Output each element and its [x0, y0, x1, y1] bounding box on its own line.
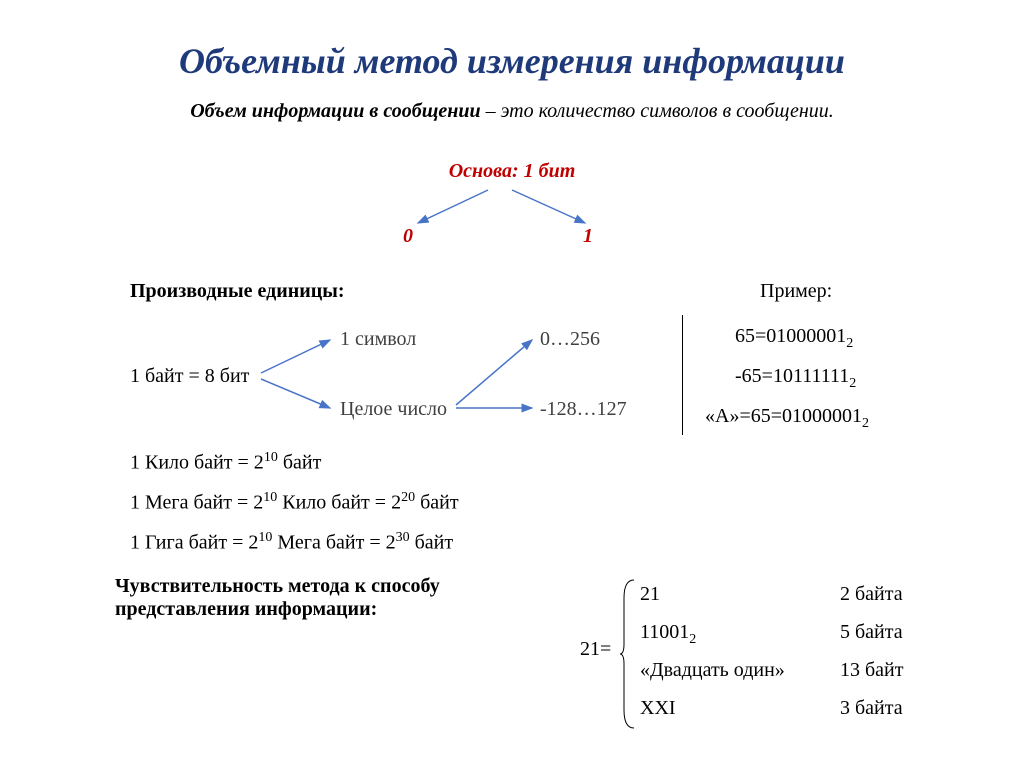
range-0-256: 0…256	[540, 328, 600, 351]
slide-title: Объемный метод измерения информации	[0, 40, 1024, 82]
bit-one: 1	[583, 225, 593, 248]
bit-arrows	[400, 188, 600, 228]
brace-size-2: 5 байта	[840, 613, 904, 651]
subtitle-bold: Объем информации в сообщении	[190, 100, 480, 122]
brace-row-4: XXI	[640, 689, 785, 727]
equals-21: 21=	[580, 638, 611, 661]
byte-definition: 1 байт = 8 бит	[130, 365, 249, 388]
one-symbol: 1 символ	[340, 328, 416, 351]
brace-size-4: 3 байта	[840, 689, 904, 727]
brace-size-3: 13 байт	[840, 651, 904, 689]
brace-row-1: 21	[640, 575, 785, 613]
kilobyte-line: 1 Кило байт = 210 байт	[130, 450, 321, 475]
bit-zero: 0	[403, 225, 413, 248]
megabyte-line: 1 Мега байт = 210 Кило байт = 220 байт	[130, 490, 459, 515]
brace-row-3: «Двадцать один»	[640, 651, 785, 689]
range-signed: -128…127	[540, 398, 627, 421]
brace-left	[620, 578, 638, 730]
example-2: -65=101111112	[735, 365, 856, 392]
basis-label: Основа: 1 бит	[0, 160, 1024, 183]
gigabyte-line: 1 Гига байт = 210 Мега байт = 230 байт	[130, 530, 453, 555]
example-3: «А»=65=010000012	[705, 405, 869, 432]
sensitivity-title: Чувствительность метода к способу предст…	[115, 575, 525, 621]
brace-values: 21 110012 «Двадцать один» XXI	[640, 575, 785, 727]
subtitle-rest: – это количество символов в сообщении.	[481, 100, 834, 122]
example-title: Пример:	[760, 280, 832, 303]
brace-size-1: 2 байта	[840, 575, 904, 613]
derived-units-title: Производные единицы:	[130, 280, 345, 303]
symbol-range-arrows	[450, 335, 540, 415]
integer-label: Целое число	[340, 398, 447, 421]
example-1: 65=010000012	[735, 325, 853, 352]
byte-branch-arrows	[255, 335, 335, 415]
example-separator	[682, 315, 683, 435]
brace-sizes: 2 байта 5 байта 13 байт 3 байта	[840, 575, 904, 727]
subtitle: Объем информации в сообщении – это колич…	[0, 100, 1024, 123]
brace-row-2: 110012	[640, 613, 785, 651]
